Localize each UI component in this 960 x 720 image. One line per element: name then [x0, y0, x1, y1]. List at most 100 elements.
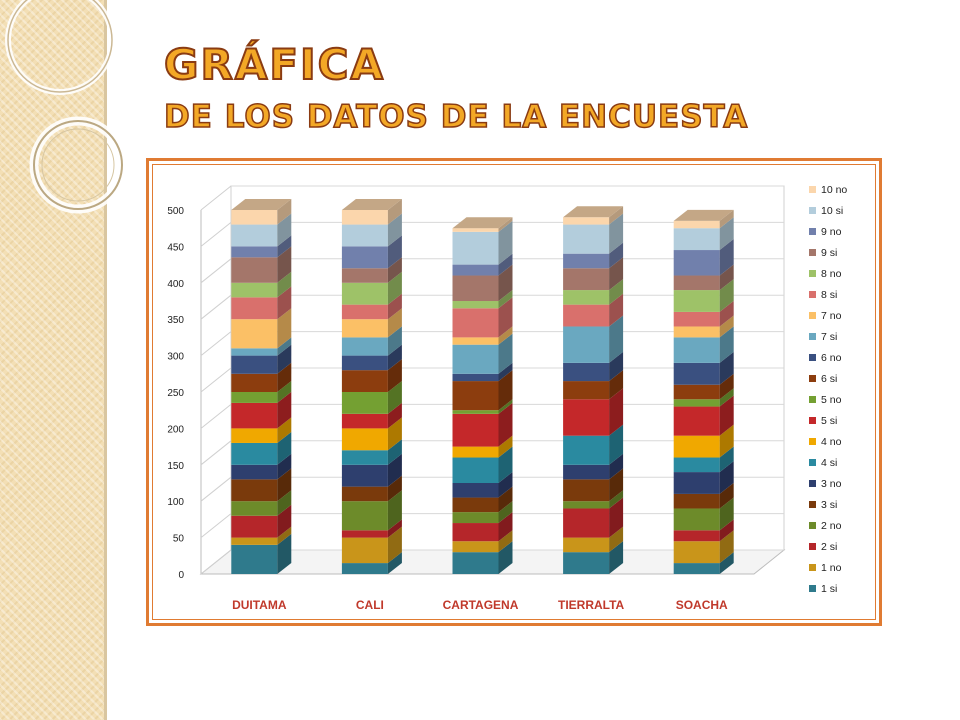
bar-segment: [231, 355, 278, 374]
bar-segment-side: [609, 351, 624, 382]
bar-segment: [673, 290, 720, 312]
bar-segment: [231, 257, 278, 283]
bar-segment-side: [498, 264, 513, 301]
bar-segment: [231, 210, 278, 225]
bar-segment: [452, 308, 499, 338]
bar-segment: [563, 253, 610, 269]
bar-segment: [673, 457, 720, 473]
bar-segment-side: [277, 490, 292, 516]
legend-label: 1 si: [821, 583, 837, 595]
bar-segment-side: [609, 388, 624, 436]
legend-swatch: [809, 270, 816, 277]
y-tick-label: 300: [167, 352, 184, 363]
bar-segment-side: [498, 290, 513, 309]
bar-segment-side: [277, 213, 292, 247]
bar-segment: [673, 362, 720, 385]
bar-segment-side: [719, 461, 734, 494]
legend-swatch: [809, 375, 816, 382]
x-category-label: CALI: [356, 598, 384, 612]
bar-segment-side: [719, 239, 734, 276]
bar-segment-side: [498, 326, 513, 345]
bar-segment-side: [387, 417, 402, 451]
bar-segment-side: [387, 271, 402, 305]
bar-segment: [673, 472, 720, 494]
legend-label: 2 si: [821, 541, 837, 553]
bar-segment-side: [387, 213, 402, 247]
bar-segment: [231, 246, 278, 258]
legend-label: 8 no: [821, 268, 842, 280]
legend-swatch: [809, 291, 816, 298]
bar-segment: [452, 381, 499, 411]
legend-label: 4 si: [821, 457, 837, 469]
bar-segment: [673, 228, 720, 251]
bar-segment-side: [609, 206, 624, 225]
legend-label: 5 no: [821, 394, 842, 406]
bar-segment-side: [609, 468, 624, 502]
legend-label: 6 no: [821, 352, 842, 364]
bar-segment-side: [719, 497, 734, 531]
bar-segment: [673, 220, 720, 229]
chart-gridline-diagonal: [200, 185, 232, 211]
bar-segment: [341, 337, 388, 356]
bar-segment: [341, 370, 388, 392]
bar-segment-side: [719, 530, 734, 564]
legend-swatch: [809, 333, 816, 340]
bar-segment: [563, 399, 610, 436]
chart-gridline-diagonal: [200, 549, 232, 575]
legend-swatch: [809, 522, 816, 529]
bar-segment: [452, 483, 499, 498]
bar-segment: [231, 319, 278, 349]
bar-segment: [341, 246, 388, 269]
legend-label: 1 no: [821, 562, 842, 574]
legend-label: 10 no: [821, 184, 847, 196]
bar-segment-side: [277, 468, 292, 502]
legend-label: 9 no: [821, 226, 842, 238]
bar-segment-side: [498, 362, 513, 382]
bar-segment-side: [498, 541, 513, 574]
y-tick-label: 500: [167, 206, 184, 217]
bar-segment-side: [609, 490, 624, 509]
bar-segment-side: [277, 286, 292, 320]
legend-swatch: [809, 417, 816, 424]
bar-segment: [231, 402, 278, 429]
legend-label: 8 si: [821, 289, 837, 301]
bar-segment-side: [609, 370, 624, 400]
bar-segment: [563, 224, 610, 254]
bar-segment-side: [387, 199, 402, 225]
bar-segment: [673, 563, 720, 574]
x-category-label: DUITAMA: [232, 598, 287, 612]
bar-segment-side: [277, 344, 292, 374]
bar-segment-side: [498, 370, 513, 411]
bar-segment: [563, 552, 610, 574]
bar-segment: [341, 563, 388, 574]
bar-segment: [452, 457, 499, 483]
bar-segment: [452, 275, 499, 301]
bar-segment-side: [719, 326, 734, 363]
y-tick-label: 450: [167, 242, 184, 253]
bar-top-cap: [452, 217, 513, 229]
bar-segment: [452, 264, 499, 276]
bar-segment-side: [498, 446, 513, 483]
bar-segment: [231, 442, 278, 465]
stacked-bar-chart: 0 50 100 150 200 250 300 350 400 450 500 DUITAMA CAL…: [167, 184, 847, 612]
chart-gridline-diagonal: [200, 476, 232, 502]
bar-segment-side: [609, 541, 624, 574]
bar-segment: [563, 304, 610, 327]
bar-segment: [341, 355, 388, 371]
legend-swatch: [809, 186, 816, 193]
page-subtitle: DE LOS DATOS DE LA ENCUESTA: [163, 99, 749, 135]
bar-segment: [563, 508, 610, 538]
bar-segment: [341, 428, 388, 451]
bar-segment-side: [277, 362, 292, 392]
bar-segment: [231, 282, 278, 298]
bar-segment: [341, 282, 388, 305]
bar-segment-side: [719, 519, 734, 542]
legend-label: 3 no: [821, 478, 842, 490]
bar-segment-side: [498, 501, 513, 524]
bar-segment: [563, 381, 610, 400]
bar-segment-side: [387, 519, 402, 538]
bar-segment-side: [498, 402, 513, 447]
bar-segment: [563, 217, 610, 225]
bar-segment-side: [609, 279, 624, 305]
bar-segment: [452, 410, 499, 414]
